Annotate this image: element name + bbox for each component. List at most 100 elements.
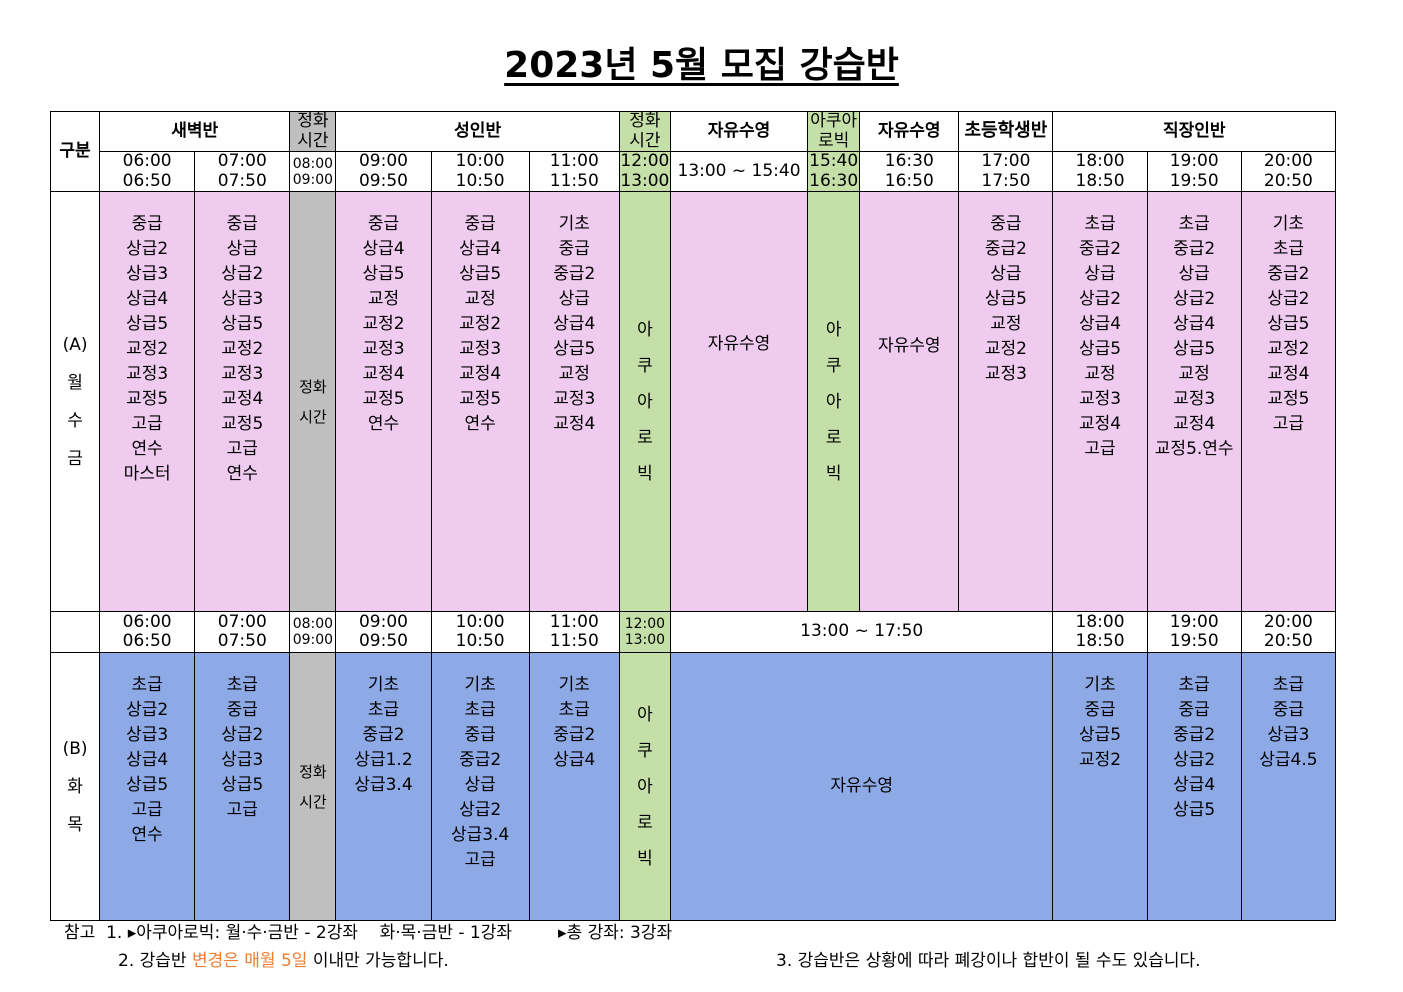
time-a-0700: 07:00 07:50 — [194, 151, 291, 193]
header-saebyeok: 새벽반 — [99, 110, 291, 153]
note-line-1: 참고 1. ▸아쿠아로빅: 월·수·금반 - 2강좌 화·목·금반 - 1강좌 ▸… — [64, 923, 673, 943]
list-line: 연수 — [131, 825, 163, 846]
list-line: 고급 — [1084, 439, 1116, 460]
row-a-label: (A) 월 수 금 — [49, 191, 101, 613]
page-title: 2023년 5월 모집 강습반 — [504, 45, 899, 86]
row-b-1100: 기초 초급 중급2 상급4 — [528, 652, 620, 922]
list-line: 중급2 — [362, 725, 405, 746]
list-line: 중급 — [558, 239, 590, 260]
list-line: 고급 — [464, 850, 496, 871]
row-b-1800: 기초 중급 상급5 교정2 — [1052, 652, 1148, 922]
list-line: 상급5 — [1079, 339, 1122, 360]
row-a-0700: 중급 상급 상급2 상급3 상급5 교정2 교정3 교정4 교정5 고급 연수 — [194, 191, 291, 613]
list-line: 초급 — [1084, 214, 1116, 235]
list-line: 교정2 — [1267, 339, 1310, 360]
list-line: 기초 — [558, 675, 590, 696]
list-line: 기초 — [1084, 675, 1116, 696]
list-line: 상급4 — [553, 750, 596, 771]
list-line: 상급4 — [459, 239, 502, 260]
list-line: 초급 — [1272, 239, 1305, 260]
row-b-0900: 기초 초급 중급2 상급1.2 상급3.4 — [335, 652, 432, 922]
list-line: 중급2 — [1267, 264, 1310, 285]
list-line: 초급 — [464, 700, 496, 721]
list-line: 교정5 — [221, 414, 264, 435]
list-line: 교정2 — [126, 339, 169, 360]
time-b-1100: 11:00 11:50 — [528, 611, 620, 654]
time-a-1200: 12:00 13:00 — [618, 151, 671, 193]
list-line: 상급4 — [553, 314, 596, 335]
list-line: 상급 — [464, 775, 496, 796]
list-line: 교정 — [367, 289, 400, 310]
list-line: 고급 — [226, 439, 258, 460]
time-b-1000: 10:00 10:50 — [430, 611, 530, 654]
list-line: 시간 — [629, 130, 661, 151]
time-b-0700: 07:00 07:50 — [194, 611, 291, 654]
list-line: 상급4 — [126, 750, 169, 771]
time-b-free: 13:00 ~ 17:50 — [669, 611, 1054, 654]
list-line: 교정3 — [1079, 389, 1122, 410]
list-line: 교정4 — [1267, 364, 1310, 385]
time-a-1700: 17:00 17:50 — [958, 151, 1054, 193]
row-a-1700: 중급 중급2 상급 상급5 교정 교정2 교정3 — [958, 191, 1054, 613]
list-line: 상급3 — [221, 289, 264, 310]
time-a-1100: 11:00 11:50 — [528, 151, 620, 193]
list-line: 초급 — [1178, 675, 1210, 696]
list-line: 중급 — [131, 214, 163, 235]
row-a-free-2: 자유수영 — [859, 191, 960, 613]
list-line: 상급2 — [126, 239, 169, 260]
list-line: 상급2 — [459, 800, 502, 821]
list-line: 상급4.5 — [1259, 750, 1318, 771]
list-line: 고급 — [131, 800, 163, 821]
list-line: 교정 — [990, 314, 1022, 335]
time-b-1200: 12:00 13:00 — [618, 611, 671, 654]
list-line: 교정2 — [1079, 750, 1122, 771]
list-line: 월 — [67, 372, 83, 393]
list-line: 상급2 — [1173, 289, 1216, 310]
list-line: 시간 — [297, 130, 329, 151]
list-line: 상급5 — [362, 264, 405, 285]
list-line: 중급2 — [459, 750, 502, 771]
list-line: 중급 — [464, 725, 496, 746]
header-chodeung: 초등학생반 — [958, 110, 1054, 153]
header-aqua: 아쿠아 로빅 — [807, 110, 861, 153]
header-jeonghwa: 정화 시간 — [289, 110, 337, 153]
header-jayu-2: 자유수영 — [859, 110, 960, 153]
list-line: 아 — [637, 391, 653, 412]
row-a-0900: 중급 상급4 상급5 교정 교정2 교정3 교정4 교정5 연수 — [335, 191, 432, 613]
time-b-0900: 09:00 09:50 — [335, 611, 432, 654]
list-line: 교정 — [558, 364, 590, 385]
list-line: 아 — [637, 776, 653, 797]
list-line: 교정3 — [221, 364, 264, 385]
list-line: 상급4 — [362, 239, 405, 260]
list-line: 교정4 — [1173, 414, 1216, 435]
list-line: 교정3 — [362, 339, 405, 360]
list-line: 초급 — [131, 675, 163, 696]
note-line-2: 2. 강습반 변경은 매월 5일 이내만 가능합니다. — [118, 951, 449, 971]
list-line: 상급5 — [1267, 314, 1310, 335]
list-line: 상급5 — [126, 314, 169, 335]
time-b-2000: 20:00 20:50 — [1240, 611, 1337, 654]
row-b-1000: 기초 초급 중급 중급2 상급 상급2 상급3.4 고급 — [430, 652, 530, 922]
list-line: 목 — [67, 814, 83, 835]
list-line: 초급 — [367, 700, 400, 721]
header-gubun: 구분 — [49, 110, 101, 193]
list-line: 상급5 — [553, 339, 596, 360]
list-line: 빅 — [637, 463, 653, 484]
list-line: 상급3 — [126, 725, 169, 746]
list-line: 상급5 — [1079, 725, 1122, 746]
row-b-2000: 초급 중급 상급3 상급4.5 — [1240, 652, 1337, 922]
list-line: 상급 — [990, 264, 1022, 285]
list-line: 아 — [637, 704, 653, 725]
row-a-1000: 중급 상급4 상급5 교정 교정2 교정3 교정4 교정5 연수 — [430, 191, 530, 613]
list-line: 상급4 — [1173, 314, 1216, 335]
list-line: 상급2 — [221, 725, 264, 746]
list-line: 로 — [637, 812, 653, 833]
list-line: 초급 — [1178, 214, 1210, 235]
time-a-1540: 15:40 16:30 — [807, 151, 861, 193]
list-line: 상급4 — [1173, 775, 1216, 796]
list-line: 로빅 — [818, 130, 850, 151]
list-line: 로 — [825, 427, 842, 448]
list-line: 정화 — [629, 111, 661, 131]
time-b-0600: 06:00 06:50 — [99, 611, 196, 654]
list-line: 교정5.연수 — [1154, 439, 1234, 460]
